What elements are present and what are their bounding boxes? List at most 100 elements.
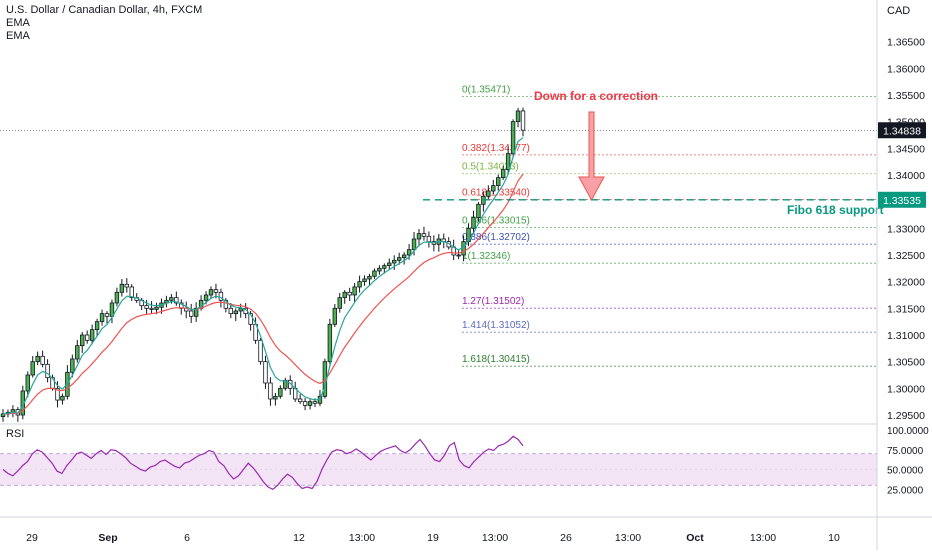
- price-tick-label: 1.36000: [887, 63, 925, 75]
- candle-body: [416, 233, 422, 240]
- candle-body: [124, 283, 130, 288]
- price-tick-label: 1.30500: [887, 357, 925, 369]
- last-price-value: 1.34838: [883, 125, 921, 137]
- time-tick-label: Oct: [686, 532, 704, 544]
- candle-body: [278, 387, 283, 397]
- candle-body: [75, 345, 80, 360]
- candle-body: [144, 305, 149, 309]
- price-tick-label: 1.32000: [887, 277, 925, 289]
- time-tick-label: 26: [560, 532, 572, 544]
- support-price-tag: [878, 191, 926, 208]
- fib-level-label: 0.886(1.32702): [462, 232, 530, 243]
- candle-body: [35, 355, 40, 363]
- price-tick-label: 1.29500: [887, 410, 925, 422]
- candle-body: [55, 387, 60, 401]
- candle-body: [154, 306, 159, 310]
- candle-body: [337, 297, 342, 309]
- ema-fast-label[interactable]: EMA: [6, 17, 30, 29]
- candle-body: [119, 283, 125, 293]
- rsi-tick-label: 50.0000: [887, 466, 924, 477]
- candle-body: [70, 358, 75, 373]
- candle-body: [238, 307, 243, 312]
- price-tick-label: 1.34500: [887, 143, 925, 155]
- candle-body: [84, 334, 90, 341]
- price-tick-label: 1.31500: [887, 303, 925, 315]
- rsi-pane[interactable]: RSI: [0, 428, 877, 491]
- rsi-line: [2, 435, 524, 491]
- candle-body: [486, 190, 491, 197]
- candle-body: [426, 235, 432, 243]
- candle-body: [347, 291, 352, 296]
- candle-body: [377, 267, 382, 272]
- time-tick-label: 6: [184, 532, 190, 544]
- symbol-title[interactable]: U.S. Dollar / Canadian Dollar, 4h, FXCM: [6, 4, 203, 16]
- time-axis[interactable]: 29 Sep 6 12 13:00 19 13:00 26 13:00 Oct 13:00 10: [26, 532, 840, 544]
- candle-body: [471, 217, 476, 229]
- candle-body: [263, 361, 268, 384]
- arrow-shape: [578, 111, 605, 202]
- last-price-tag: [878, 122, 926, 139]
- candle-body: [104, 313, 110, 317]
- candle-body: [342, 291, 347, 299]
- ema-slow-line: [2, 173, 524, 415]
- candle-body: [80, 334, 85, 347]
- candle-body: [302, 401, 308, 406]
- ema-slow-label[interactable]: EMA: [6, 30, 30, 42]
- fib-level-label: 1(1.32346): [462, 251, 510, 262]
- annotations[interactable]: Fibo 618 support Down for a correction: [0, 89, 884, 217]
- time-tick-label: 13:00: [615, 532, 641, 544]
- time-tick-label: 12: [293, 532, 305, 544]
- fib-level-label: 0.618(1.33540): [462, 187, 530, 198]
- candle-body: [520, 110, 526, 131]
- price-tick-label: 1.35500: [887, 90, 925, 102]
- candle-body: [174, 297, 179, 304]
- candle-body: [193, 307, 199, 317]
- ema-fast-line: [2, 137, 524, 415]
- candle-body: [208, 289, 214, 296]
- fib-level-label: 0.786(1.33015): [462, 216, 530, 227]
- candle-body: [268, 382, 273, 400]
- candle-body: [114, 291, 120, 304]
- time-tick-label: 13:00: [482, 532, 508, 544]
- candle-body: [456, 254, 461, 257]
- candle-body: [362, 278, 367, 283]
- candle-body: [188, 310, 194, 317]
- candle-body: [352, 286, 357, 296]
- candle-body: [396, 257, 402, 261]
- rsi-tick-label: 100.0000: [887, 426, 929, 437]
- candle-body: [0, 413, 6, 417]
- candle-body: [30, 361, 35, 376]
- candle-body: [496, 177, 501, 187]
- candle-body: [476, 203, 481, 219]
- price-tick-label: 1.34000: [887, 170, 925, 182]
- candles: [0, 107, 526, 422]
- candle-body: [203, 294, 209, 301]
- price-axis[interactable]: CAD1.365001.360001.355001.350001.345001.…: [876, 0, 929, 550]
- candle-body: [40, 355, 45, 365]
- candle-body: [273, 395, 278, 400]
- time-tick-label: 29: [26, 532, 38, 544]
- fib-level-label: 1.27(1.31502): [462, 296, 524, 307]
- candle-body: [411, 238, 417, 251]
- candle-body: [45, 363, 50, 379]
- candle-body: [89, 329, 95, 341]
- candle-body: [218, 291, 224, 301]
- time-tick-label: 13:00: [750, 532, 776, 544]
- price-tick-label: 1.30000: [887, 383, 925, 395]
- time-tick-label: Sep: [98, 532, 117, 544]
- fib-level-label: 1.618(1.30415): [462, 354, 530, 365]
- candle-body: [307, 401, 313, 406]
- currency-label: CAD: [887, 5, 910, 17]
- candle-body: [505, 153, 511, 171]
- time-tick-label: 19: [427, 532, 439, 544]
- candle-body: [401, 254, 407, 259]
- candle-body: [223, 299, 229, 309]
- candle-body: [327, 323, 333, 363]
- rsi-title: RSI: [6, 428, 24, 440]
- support-price-value: 1.33535: [883, 195, 921, 207]
- candle-body: [312, 401, 318, 404]
- rsi-tick-label: 25.0000: [887, 485, 924, 496]
- candle-body: [228, 307, 234, 315]
